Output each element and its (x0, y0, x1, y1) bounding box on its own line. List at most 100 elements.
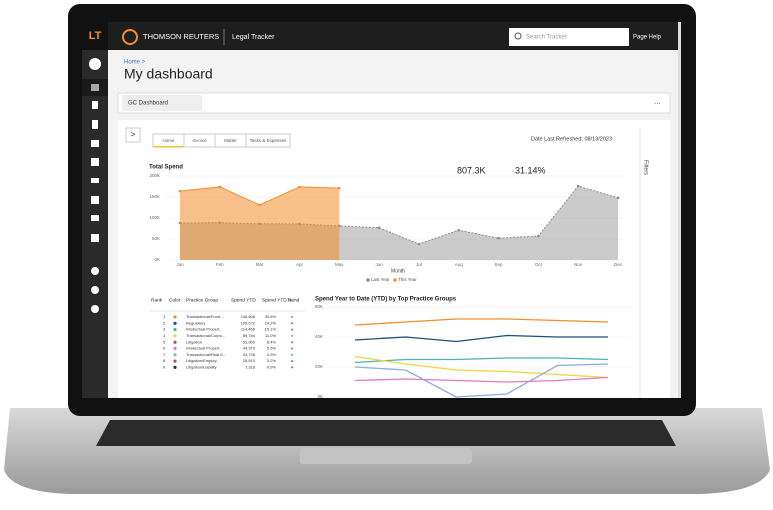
y-tick-label: 40K (315, 334, 323, 339)
legend-swatch (366, 278, 370, 282)
trend-icon (291, 341, 293, 344)
y-tick-label: 100K (149, 215, 160, 220)
help-link[interactable]: Page Help (633, 35, 662, 41)
color-dot (173, 334, 177, 338)
chart-title: Total Spend (149, 165, 183, 171)
brand-icon (122, 29, 138, 45)
practice-group: Transactional/Real E... (186, 352, 226, 357)
practice-group: Intellectual Propert... (186, 346, 223, 351)
report-tab[interactable] (245, 133, 291, 148)
y-tick-label: 20K (315, 364, 323, 369)
practice-group: Litigation (186, 339, 202, 344)
expand-icon[interactable]: > (131, 130, 136, 139)
point (537, 234, 540, 238)
x-tick-label: Aug (455, 262, 464, 267)
x-tick-label: May (335, 262, 344, 267)
point (178, 189, 182, 193)
rank: 7 (163, 352, 166, 357)
practice-group: Litigation/Employ... (186, 358, 220, 363)
sidebar-active (82, 79, 108, 96)
breadcrumb[interactable]: Home > (124, 60, 146, 66)
report-tab-label[interactable]: Matter (224, 138, 237, 143)
table-header: Color (169, 297, 181, 303)
spend-pct: 30.6% (265, 314, 277, 319)
trend-icon (291, 316, 293, 318)
filters-pane[interactable]: Filters (643, 160, 649, 175)
more-menu[interactable]: ... (654, 97, 661, 106)
trackpad (300, 448, 472, 464)
tab-label[interactable]: GC Dashboard (128, 101, 168, 107)
x-tick-label: Jan (176, 262, 184, 267)
legend-label: This Year (398, 277, 417, 282)
sidebar-icons (89, 58, 101, 313)
trend-icon (291, 322, 293, 325)
kpi-spend: 807.3K (457, 165, 486, 175)
color-dot (173, 346, 177, 351)
trend-icon (291, 353, 293, 356)
rank: 4 (163, 333, 166, 338)
spend-ytd: 89,784 (243, 333, 256, 338)
report-tab-label[interactable]: Invoice (192, 138, 207, 143)
table-header: Spend YTD (231, 297, 256, 303)
spend-pct: 3.2% (267, 358, 277, 363)
trend-icon (291, 347, 293, 350)
spend-ytd: 25,510 (243, 358, 256, 363)
spend-ytd: 195,672 (241, 320, 256, 325)
color-dot (173, 353, 177, 357)
trend-icon (291, 366, 293, 369)
spend-pct: 0.9% (267, 364, 277, 369)
spend-pct: 6.4% (267, 339, 277, 344)
spend-ytd: 51,969 (243, 339, 256, 344)
tab-bar (117, 92, 671, 114)
practice-group: Litigation/Liability (186, 364, 216, 369)
spend-pct: 24.2% (265, 320, 277, 325)
rank: 3 (163, 327, 166, 332)
search-box[interactable] (509, 28, 629, 46)
legend-swatch (393, 278, 397, 282)
spend-ytd: 34,728 (243, 352, 256, 357)
practice-group: Regulatory (186, 320, 205, 325)
rank: 6 (163, 346, 166, 351)
active-tab-underline (153, 146, 184, 148)
spend-pct: 11.0% (265, 333, 276, 338)
series-line (354, 376, 609, 383)
logo-box (82, 22, 108, 50)
tab[interactable] (122, 95, 202, 111)
x-tick-label: Dec (614, 262, 623, 267)
page-title: My dashboard (124, 66, 213, 82)
y-tick-label: 60K (315, 304, 323, 309)
point (576, 184, 580, 188)
x-tick-label: Apr (296, 262, 304, 267)
table-header: Practice Group (186, 297, 218, 303)
color-dot (173, 321, 177, 325)
point (417, 242, 421, 246)
area-line (179, 185, 619, 245)
point (218, 185, 222, 189)
point (377, 226, 381, 229)
point (258, 203, 261, 207)
spend-ytd: 114,468 (241, 327, 256, 332)
chart-title: Spend Year to Date (YTD) by Top Practice… (315, 297, 457, 303)
spend-pct: 5.5% (267, 346, 277, 351)
report-tab-label[interactable]: Home (162, 138, 175, 143)
x-tick-label: Sep (495, 262, 504, 267)
series-line (354, 318, 609, 326)
series-line (354, 355, 609, 379)
practice-group: Transactional/Corpo... (186, 333, 225, 338)
report-tab-label[interactable]: Tasks & Expenses (250, 138, 288, 143)
spend-ytd: 44,373 (243, 346, 256, 351)
point (457, 228, 461, 232)
point (497, 236, 500, 240)
logo: LT (89, 30, 102, 42)
trend-icon (291, 360, 293, 363)
series-line (354, 357, 609, 364)
spend-ytd: 7,318 (245, 364, 256, 369)
rank: 2 (163, 320, 166, 325)
expand-button[interactable] (125, 127, 141, 143)
keyboard (96, 420, 676, 446)
x-tick-label: Feb (216, 262, 224, 267)
rank: 5 (163, 339, 166, 344)
rank: 9 (163, 364, 166, 369)
color-dot (173, 315, 177, 319)
legend-label: Last Year (371, 277, 390, 282)
